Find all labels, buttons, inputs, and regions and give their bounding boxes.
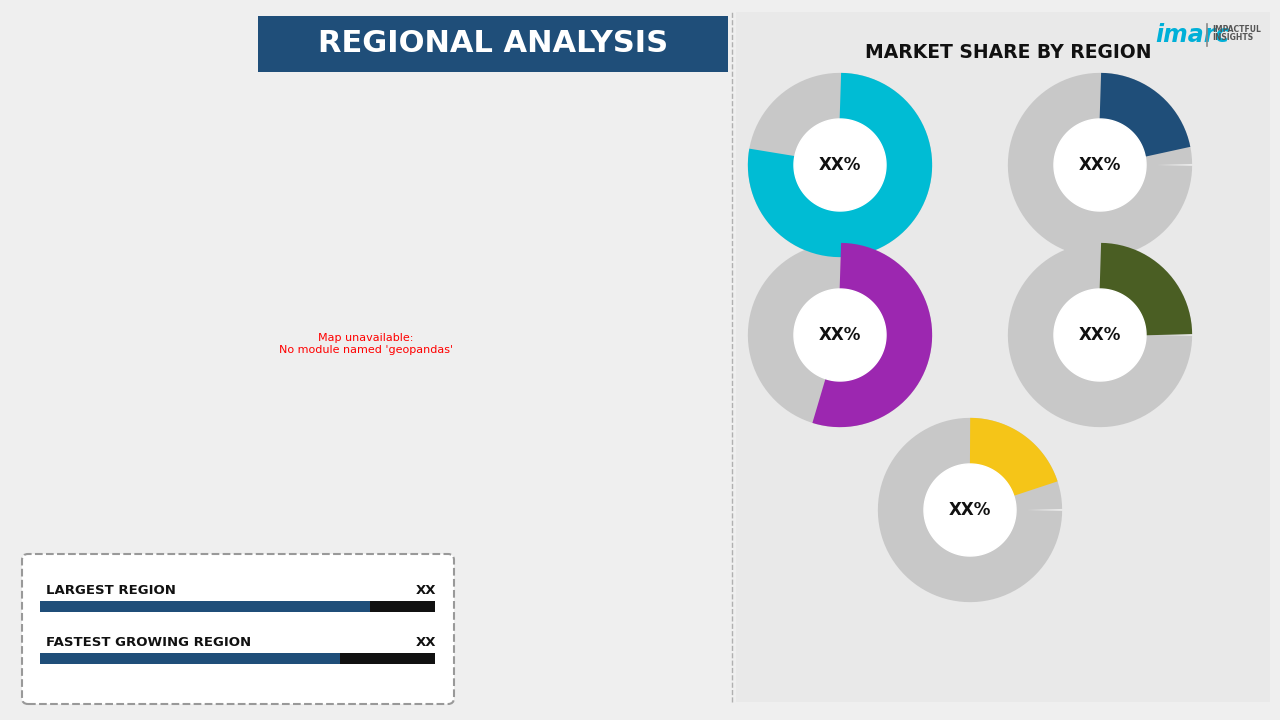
Text: XX%: XX% [948, 501, 991, 519]
FancyBboxPatch shape [259, 16, 728, 72]
Text: REGIONAL ANALYSIS: REGIONAL ANALYSIS [317, 29, 668, 58]
Text: MARKET SHARE BY REGION: MARKET SHARE BY REGION [865, 42, 1151, 61]
FancyBboxPatch shape [22, 554, 454, 704]
FancyBboxPatch shape [370, 601, 435, 612]
Polygon shape [924, 464, 1016, 556]
FancyBboxPatch shape [736, 12, 1270, 702]
Text: XX: XX [416, 583, 436, 596]
Text: IMPACTFUL: IMPACTFUL [1212, 24, 1261, 34]
FancyBboxPatch shape [340, 653, 435, 664]
Polygon shape [794, 119, 886, 211]
Polygon shape [1053, 289, 1146, 381]
Polygon shape [794, 289, 886, 381]
Text: FASTEST GROWING REGION: FASTEST GROWING REGION [46, 636, 251, 649]
Text: LARGEST REGION: LARGEST REGION [46, 583, 175, 596]
Text: imarc: imarc [1155, 23, 1229, 47]
FancyBboxPatch shape [40, 601, 370, 612]
Text: XX%: XX% [1079, 326, 1121, 344]
Text: XX: XX [416, 636, 436, 649]
Text: XX%: XX% [819, 156, 861, 174]
Text: XX%: XX% [819, 326, 861, 344]
FancyBboxPatch shape [40, 653, 340, 664]
Polygon shape [1053, 119, 1146, 211]
Text: INSIGHTS: INSIGHTS [1212, 34, 1253, 42]
Text: XX%: XX% [1079, 156, 1121, 174]
Text: Map unavailable:
No module named 'geopandas': Map unavailable: No module named 'geopan… [279, 333, 453, 354]
